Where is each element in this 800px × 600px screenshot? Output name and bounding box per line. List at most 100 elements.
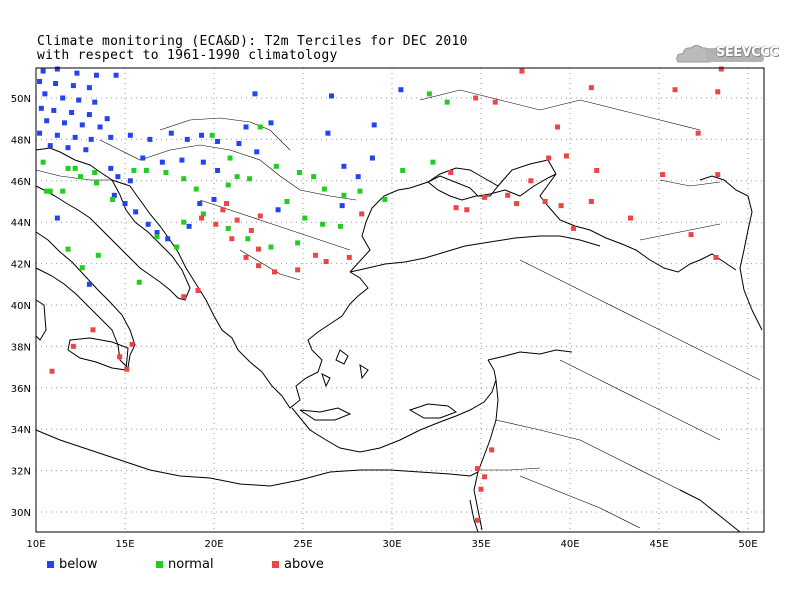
station-below-marker xyxy=(328,93,334,99)
station-below-marker xyxy=(54,132,60,138)
station-below-marker xyxy=(197,201,203,207)
station-normal-marker xyxy=(302,215,308,221)
station-normal-marker xyxy=(163,170,169,176)
station-below-marker xyxy=(70,83,76,89)
station-above-marker xyxy=(563,153,569,159)
station-normal-marker xyxy=(284,199,290,204)
lon-tick-label: 40E xyxy=(560,539,579,550)
station-above-marker xyxy=(555,124,561,130)
station-above-marker xyxy=(257,213,263,219)
station-above-marker xyxy=(453,205,459,211)
station-below-marker xyxy=(44,118,50,124)
station-below-marker xyxy=(37,130,43,136)
station-below-marker xyxy=(127,178,133,184)
station-below-marker xyxy=(159,159,165,165)
station-normal-marker xyxy=(430,159,436,165)
station-normal-marker xyxy=(234,174,240,180)
station-below-marker xyxy=(341,163,347,169)
station-normal-marker xyxy=(311,174,317,180)
station-above-marker xyxy=(489,447,495,453)
station-normal-marker xyxy=(273,163,279,169)
legend-above: above xyxy=(272,557,324,572)
station-below-marker xyxy=(154,230,160,236)
station-normal-marker xyxy=(225,225,231,231)
lon-tick-label: 35E xyxy=(471,539,490,550)
station-above-marker xyxy=(519,68,525,74)
station-below-marker xyxy=(268,120,274,126)
station-below-marker xyxy=(243,124,249,130)
station-normal-marker xyxy=(268,244,274,250)
station-above-marker xyxy=(718,66,724,72)
station-above-marker xyxy=(312,252,318,258)
station-normal-marker xyxy=(341,192,347,198)
station-below-marker xyxy=(355,174,361,180)
station-normal-marker xyxy=(321,186,327,192)
station-normal-marker xyxy=(181,176,187,182)
station-above-marker xyxy=(243,254,249,260)
station-above-marker xyxy=(660,172,666,178)
station-above-marker xyxy=(464,207,470,213)
station-normal-marker xyxy=(136,279,142,285)
station-above-marker xyxy=(482,194,488,200)
station-below-marker xyxy=(179,157,185,163)
station-below-marker xyxy=(108,134,114,140)
station-above-marker xyxy=(482,474,488,480)
country-borders xyxy=(35,89,761,529)
station-above-marker xyxy=(492,99,498,105)
station-below-marker xyxy=(54,215,60,221)
station-below-marker xyxy=(200,159,206,165)
station-below-marker xyxy=(186,223,192,229)
station-below-marker xyxy=(133,209,139,215)
station-below-marker xyxy=(127,132,133,138)
station-below-marker xyxy=(215,138,221,144)
station-normal-marker xyxy=(426,91,432,97)
station-below-marker xyxy=(97,124,103,130)
station-normal-marker xyxy=(143,167,149,173)
station-above-marker xyxy=(256,246,261,252)
lat-tick-label: 50N xyxy=(11,94,31,105)
station-normal-marker xyxy=(72,165,78,171)
station-above-marker xyxy=(90,327,96,333)
station-normal-marker xyxy=(225,182,231,188)
station-above-marker xyxy=(528,178,534,184)
station-above-marker xyxy=(272,269,278,275)
station-above-marker xyxy=(248,227,254,233)
station-below-marker xyxy=(54,66,60,72)
station-normal-marker xyxy=(65,246,71,252)
station-below-marker xyxy=(40,68,46,74)
station-above-marker xyxy=(672,87,678,93)
station-normal-marker xyxy=(181,219,187,225)
station-normal-marker xyxy=(296,170,302,176)
station-normal-marker xyxy=(94,180,100,186)
station-normal-marker xyxy=(92,170,98,176)
station-above-marker xyxy=(514,201,520,207)
legend-above-label: above xyxy=(284,557,324,572)
station-above-marker xyxy=(594,167,600,173)
station-normal-marker xyxy=(400,167,406,173)
station-normal-marker xyxy=(65,165,71,171)
station-above-marker xyxy=(124,366,130,372)
station-normal-marker xyxy=(47,188,53,194)
station-below-marker xyxy=(184,136,190,142)
station-above-marker xyxy=(448,170,454,176)
station-normal-marker xyxy=(44,188,50,194)
station-above-marker xyxy=(70,343,76,349)
station-normal-marker xyxy=(337,223,343,229)
map-frame xyxy=(35,67,765,533)
station-below-marker xyxy=(61,120,67,126)
station-normal-marker xyxy=(131,167,137,173)
station-above-marker xyxy=(474,517,480,523)
station-below-marker xyxy=(199,132,205,138)
station-below-marker xyxy=(86,281,92,287)
station-above-marker xyxy=(199,215,205,221)
station-below-marker xyxy=(92,99,98,105)
station-below-marker xyxy=(168,130,174,136)
station-below-marker xyxy=(60,95,66,101)
lon-tick-label: 45E xyxy=(649,539,668,550)
station-above-marker xyxy=(129,341,135,347)
station-normal-marker xyxy=(357,188,363,194)
station-above-marker xyxy=(181,294,187,300)
station-normal-marker xyxy=(247,176,253,182)
lat-tick-label: 44N xyxy=(11,218,31,229)
